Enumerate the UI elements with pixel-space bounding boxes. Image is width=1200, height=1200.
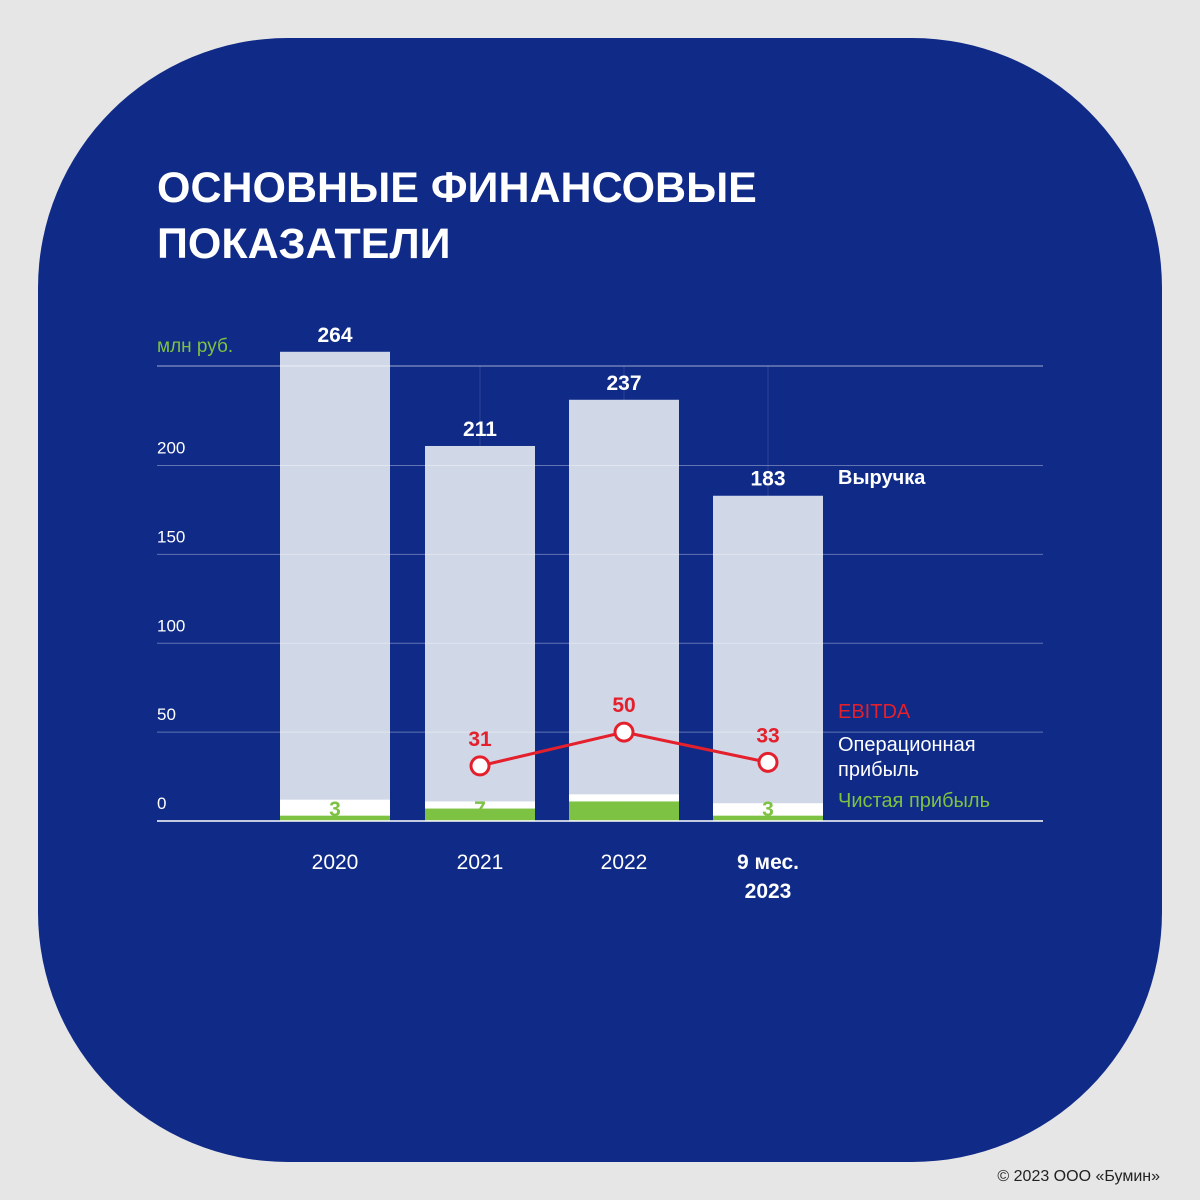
x-tick-label: 2022 bbox=[600, 851, 648, 874]
value-label: 237 bbox=[606, 372, 641, 395]
value-label: 33 bbox=[756, 724, 779, 747]
y-tick-label: 50 bbox=[157, 705, 176, 724]
y-tick-label: 200 bbox=[157, 439, 185, 458]
value-label: 183 bbox=[750, 468, 785, 491]
y-tick-label: 150 bbox=[157, 527, 185, 546]
bar bbox=[280, 815, 390, 821]
value-label: 211 bbox=[463, 418, 497, 441]
bar bbox=[713, 815, 823, 821]
point bbox=[469, 755, 491, 777]
x-tick-label: 2020 bbox=[311, 851, 359, 874]
value-label: 7 bbox=[474, 798, 486, 821]
legend-label: EBITDA bbox=[838, 701, 911, 723]
legend-label: Операционная прибыль bbox=[838, 734, 976, 781]
value-label: 31 bbox=[468, 728, 492, 751]
x-tick-label: 2021 bbox=[456, 851, 504, 874]
x-tick-label: 9 мес. 2023 bbox=[737, 851, 799, 903]
footer: © 2023 ООО «Бумин» bbox=[997, 1168, 1160, 1185]
value-label: 50 bbox=[612, 694, 635, 717]
bar bbox=[425, 808, 535, 821]
bar bbox=[569, 801, 679, 821]
value-label: 3 bbox=[329, 798, 341, 821]
point bbox=[613, 721, 635, 743]
y-unit: млн руб. bbox=[157, 336, 234, 357]
chart-title: ОСНОВНЫЕ ФИНАНСОВЫЕ ПОКАЗАТЕЛИ bbox=[157, 164, 757, 268]
value-label: 3 bbox=[762, 798, 774, 821]
bar bbox=[569, 399, 679, 821]
point bbox=[757, 751, 779, 773]
bar bbox=[280, 351, 390, 821]
y-tick-label: 0 bbox=[157, 794, 166, 813]
value-label: 264 bbox=[317, 324, 352, 347]
value-label: 11 bbox=[613, 798, 636, 821]
y-tick-label: 100 bbox=[157, 616, 185, 635]
legend-label: Выручка bbox=[838, 467, 926, 489]
legend-label: Чистая прибыль bbox=[838, 790, 990, 812]
